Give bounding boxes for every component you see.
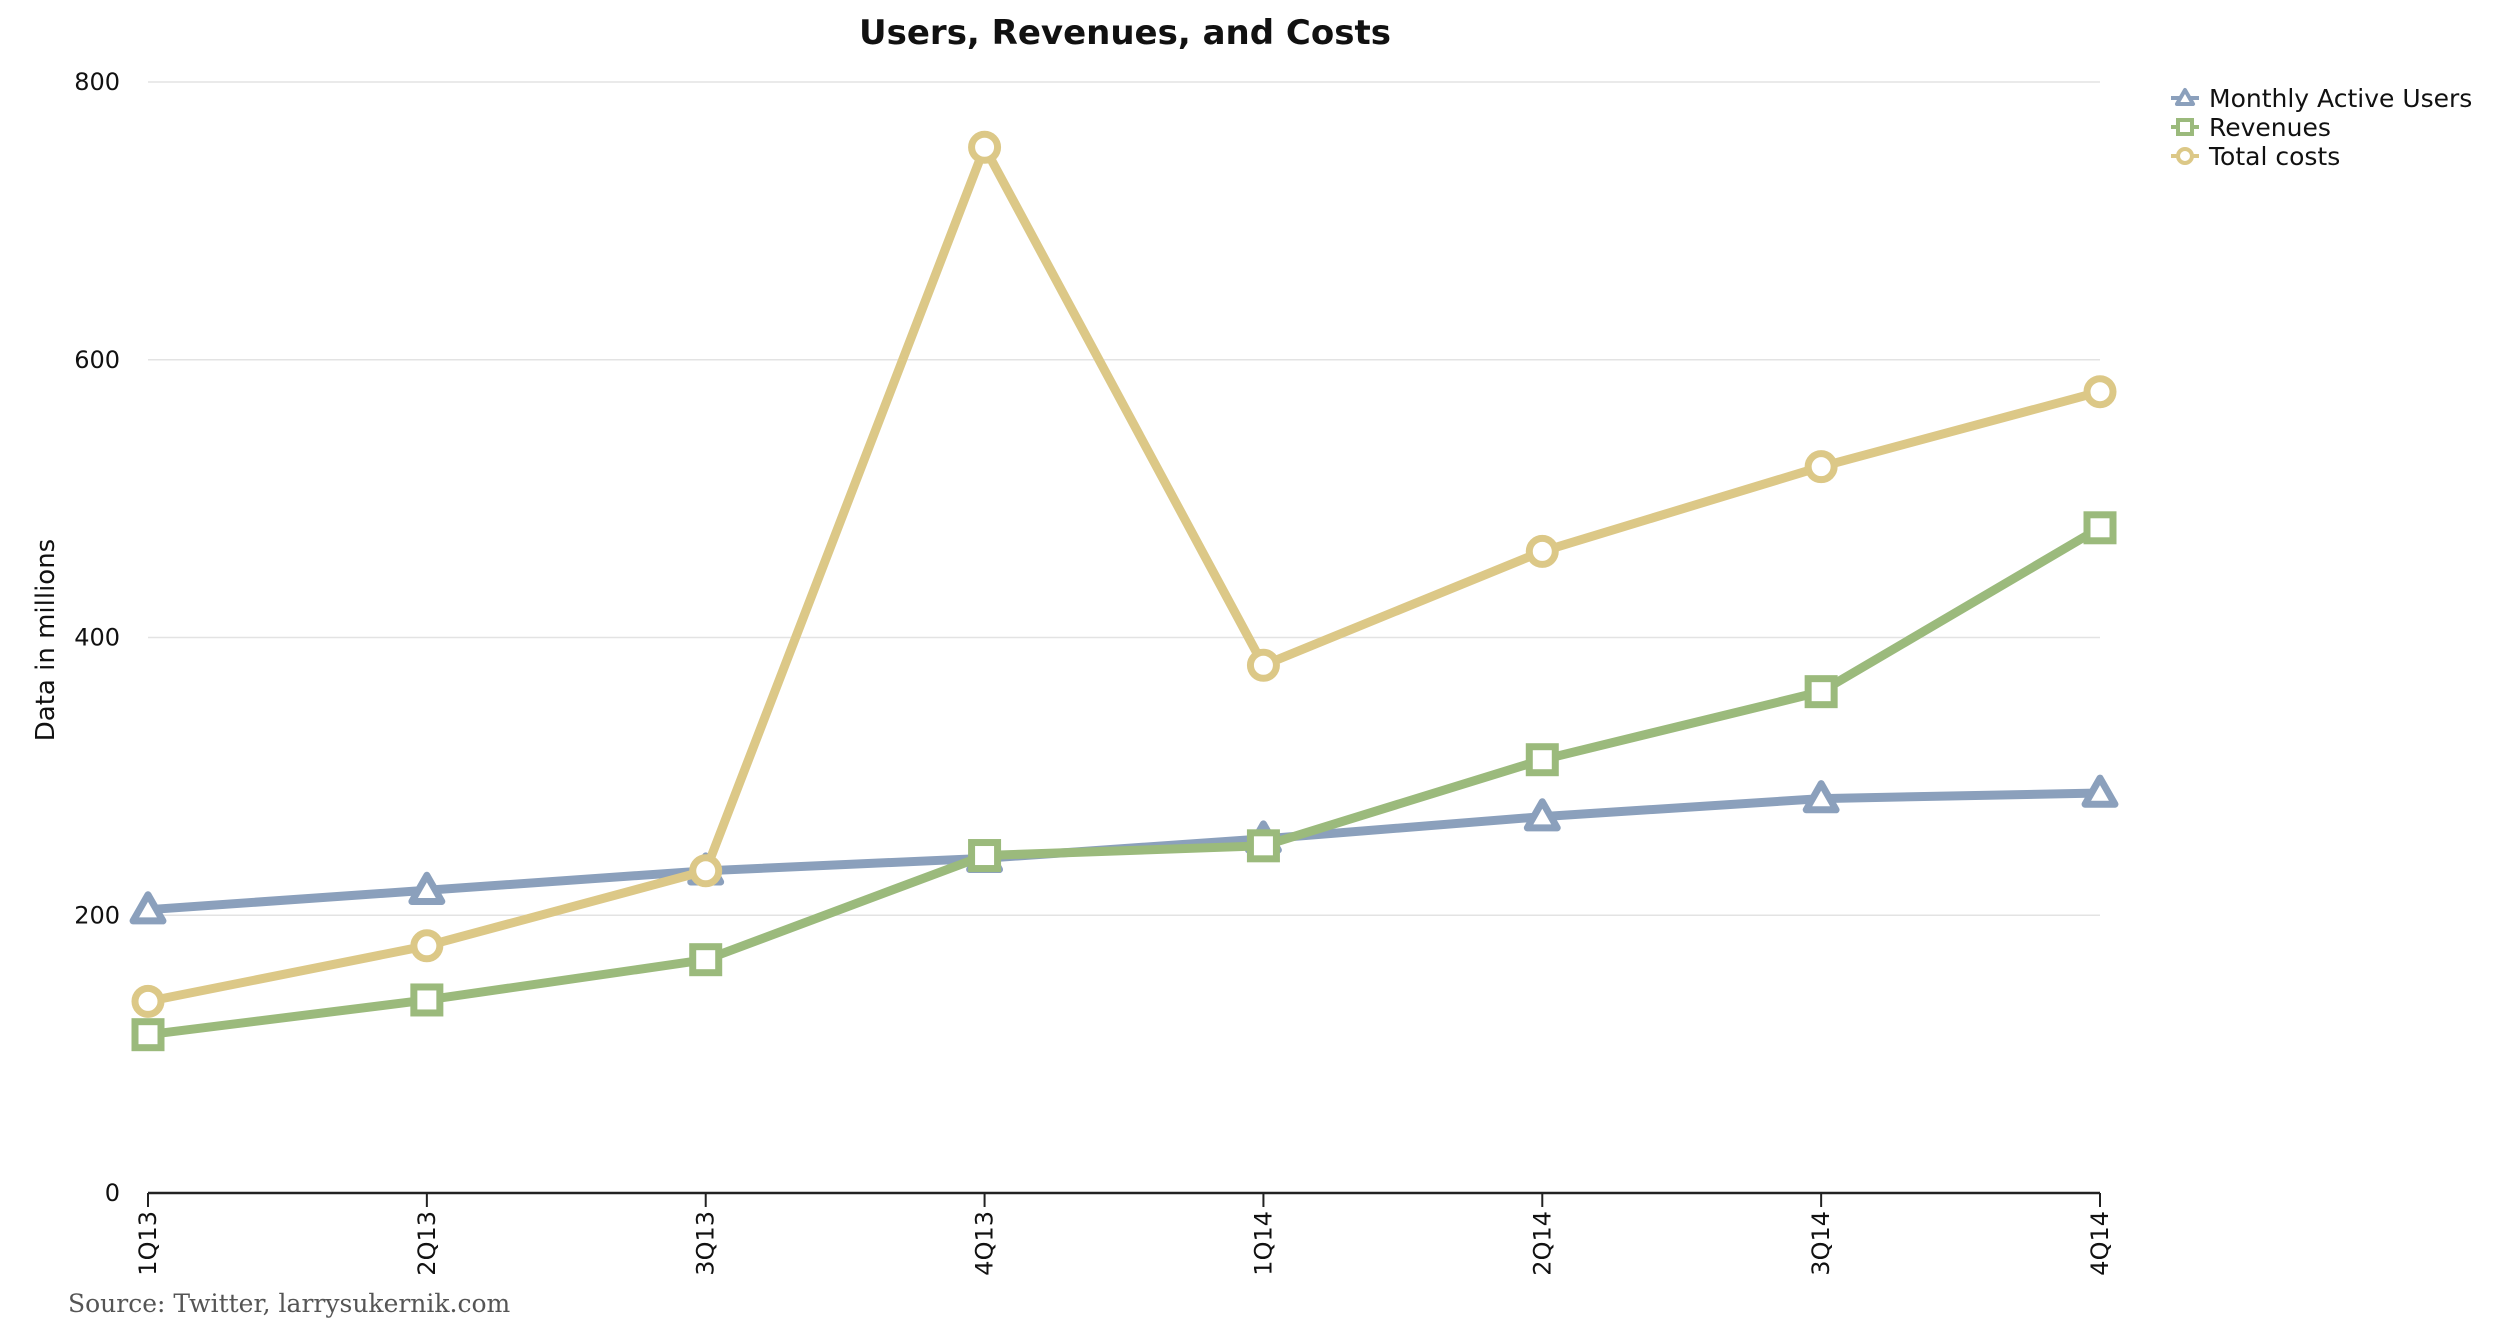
- data-point: [1802, 780, 1840, 814]
- chart-title: Users, Revenues, and Costs: [859, 13, 1391, 53]
- legend-marker: [2176, 118, 2194, 136]
- data-point: [1525, 534, 1559, 568]
- series-circle: [131, 130, 2117, 1018]
- y-tick-label: 200: [74, 901, 120, 929]
- legend-label: Revenues: [2209, 113, 2331, 142]
- data-point: [129, 891, 167, 925]
- legend-label: Monthly Active Users: [2209, 84, 2472, 113]
- data-point: [2083, 511, 2117, 545]
- axes: 0 200 400 600 800 1Q13 2Q13 3Q13 4Q13 1Q14 2Q14 3Q1…: [74, 68, 2114, 1276]
- grid-lines: [148, 81, 2100, 916]
- y-tick-label: 600: [74, 346, 120, 374]
- data-point: [410, 929, 444, 963]
- data-point: [1804, 675, 1838, 709]
- legend-item[interactable]: Monthly Active Users: [2171, 84, 2472, 113]
- y-tick-label: 0: [105, 1179, 120, 1207]
- data-point: [131, 1018, 165, 1052]
- legend-marker: [2174, 87, 2196, 107]
- data-point: [1804, 450, 1838, 484]
- source-label: Source: Twitter, larrysukernik.com: [68, 1289, 511, 1318]
- data-point: [2081, 774, 2119, 808]
- legend-label: Total costs: [2208, 142, 2340, 171]
- data-point: [1525, 743, 1559, 777]
- data-point: [1246, 648, 1280, 682]
- data-point: [968, 839, 1002, 873]
- legend-marker: [2176, 147, 2194, 165]
- series-line: [143, 142, 2105, 1006]
- y-axis-title: Data in millions: [31, 539, 61, 741]
- data-point: [2083, 375, 2117, 409]
- x-tick-label: 3Q13: [692, 1211, 720, 1276]
- data-point: [689, 943, 723, 977]
- x-tick-label: 1Q14: [1249, 1211, 1277, 1276]
- series-line: [143, 523, 2105, 1040]
- x-tick-label: 4Q14: [2086, 1211, 2114, 1276]
- x-tick-label: 2Q13: [413, 1211, 441, 1276]
- x-tick-label: 1Q13: [134, 1211, 162, 1276]
- series-layer: [129, 130, 2119, 1052]
- data-point: [689, 854, 723, 888]
- data-point: [968, 130, 1002, 164]
- data-point: [1523, 798, 1561, 832]
- legend-item[interactable]: Revenues: [2171, 113, 2331, 142]
- legend-item[interactable]: Total costs: [2171, 142, 2340, 171]
- y-tick-label: 800: [74, 68, 120, 96]
- data-point: [131, 984, 165, 1018]
- y-tick-label: 400: [74, 624, 120, 652]
- x-tick-label: 4Q13: [971, 1211, 999, 1276]
- x-tick-label: 3Q14: [1807, 1211, 1835, 1276]
- data-point: [1246, 829, 1280, 863]
- series-square: [131, 511, 2117, 1052]
- data-point: [410, 983, 444, 1017]
- x-tick-label: 2Q14: [1528, 1211, 1556, 1276]
- data-point: [408, 871, 446, 905]
